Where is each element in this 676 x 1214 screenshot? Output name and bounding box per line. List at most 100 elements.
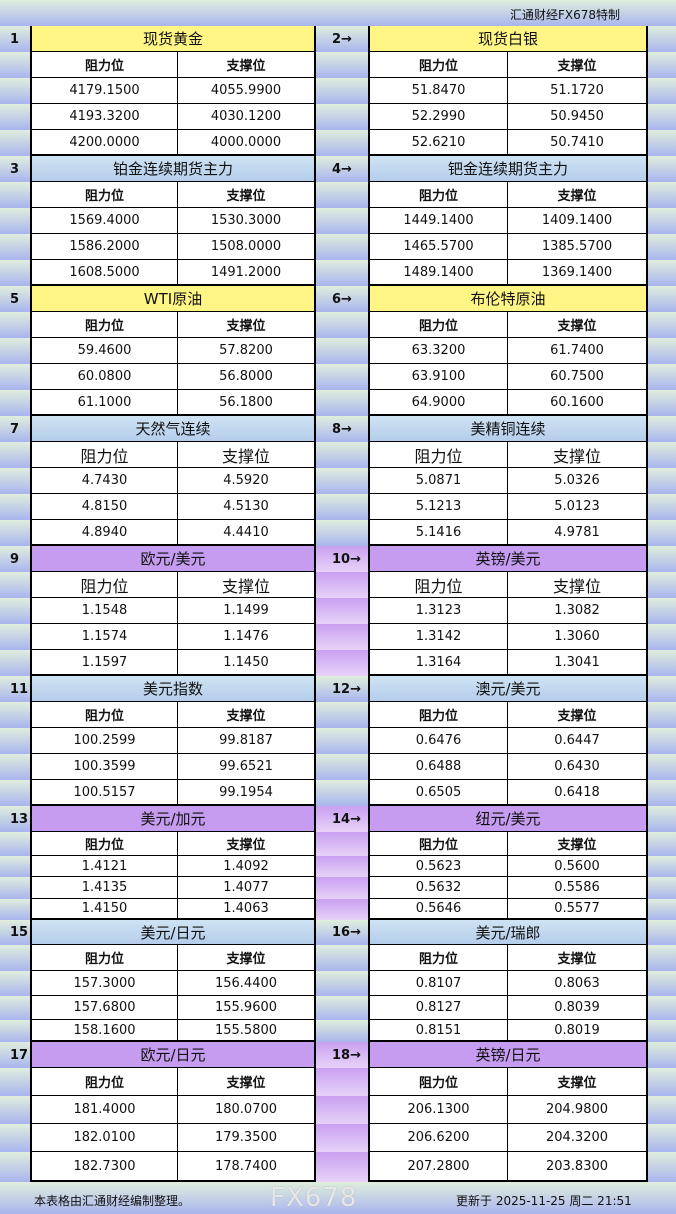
gutter-cell [648,598,676,624]
section-number: 17 [10,1047,29,1063]
quote-table-18: 英镑/日元 阻力位 支撑位 206.1300 204.9800 206.6200 204.3… [368,1042,648,1182]
resistance-value: 1.4150 [32,899,178,920]
resistance-value: 51.8470 [370,78,508,104]
section-number: 2→ [332,31,352,47]
gutter-cell [316,676,368,702]
support-value: 60.1600 [508,390,646,416]
section-title: 美精铜连续 [370,416,646,442]
gutter-cell [316,208,368,234]
resistance-value: 206.6200 [370,1124,508,1152]
support-value: 0.8019 [508,1020,646,1042]
support-value: 1.1499 [178,598,314,624]
support-header: 支撑位 [178,442,314,468]
gutter-cell [0,598,30,624]
support-value: 155.9600 [178,996,314,1020]
resistance-value: 1449.1400 [370,208,508,234]
support-header: 支撑位 [508,52,646,78]
support-value: 155.5800 [178,1020,314,1042]
resistance-value: 64.9000 [370,390,508,416]
support-header: 支撑位 [508,1068,646,1096]
gutter-cell [0,1152,30,1182]
support-value: 180.0700 [178,1096,314,1124]
gutter-cell [0,260,30,286]
gutter-cell [316,1096,368,1124]
gutter-cell [0,899,30,920]
section-title: 铂金连续期货主力 [32,156,314,182]
section-number: 5 [10,291,20,307]
gutter-cell [316,364,368,390]
resistance-value: 182.0100 [32,1124,178,1152]
gutter-cell [0,1068,30,1096]
gutter-cell [316,520,368,546]
gutter-cell [648,286,676,312]
gutter-cell [316,650,368,676]
support-value: 4.4410 [178,520,314,546]
section-title: 现货白银 [370,26,646,52]
gutter-cell [648,156,676,182]
resistance-value: 1.3123 [370,598,508,624]
section-number: 15 [10,925,29,940]
gutter-cell [0,971,30,996]
gutter-cell [0,702,30,728]
resistance-header: 阻力位 [32,702,178,728]
gutter-cell [0,104,30,130]
support-value: 56.8000 [178,364,314,390]
resistance-header: 阻力位 [32,1068,178,1096]
gutter-cell [648,390,676,416]
gutter-cell [316,182,368,208]
section-number: 12→ [332,681,361,697]
support-value: 203.8300 [508,1152,646,1182]
gutter-cell [0,442,30,468]
gutter-cell [316,156,368,182]
gutter-cell [648,364,676,390]
resistance-value: 158.1600 [32,1020,178,1042]
support-header: 支撑位 [508,832,646,856]
resistance-value: 5.1416 [370,520,508,546]
gutter-cell [316,260,368,286]
resistance-value: 63.9100 [370,364,508,390]
resistance-value: 207.2800 [370,1152,508,1182]
support-value: 5.0123 [508,494,646,520]
gutter-cell [316,832,368,856]
watermark-logo: FX678 [270,1183,358,1213]
gutter-cell [0,468,30,494]
support-value: 5.0326 [508,468,646,494]
support-value: 1.4077 [178,877,314,899]
gutter-cell [648,996,676,1020]
resistance-value: 1.3164 [370,650,508,676]
resistance-header: 阻力位 [32,945,178,971]
gutter-cell [316,624,368,650]
resistance-header: 阻力位 [370,832,508,856]
resistance-value: 1.4121 [32,856,178,877]
gutter-cell [316,468,368,494]
support-value: 1.3060 [508,624,646,650]
gutter-cell [0,520,30,546]
gutter-cell [0,806,30,832]
gutter-cell [0,832,30,856]
gutter-cell [0,546,30,572]
section-title: 欧元/日元 [32,1042,314,1068]
section-title: WTI原油 [32,286,314,312]
gutter-cell [648,1020,676,1042]
gutter-cell [316,1068,368,1096]
support-header: 支撑位 [508,572,646,598]
support-header: 支撑位 [178,312,314,338]
section-number: 1 [10,31,20,47]
resistance-value: 1.3142 [370,624,508,650]
gutter-cell [648,130,676,156]
resistance-header: 阻力位 [370,572,508,598]
gutter-cell [648,728,676,754]
support-header: 支撑位 [178,572,314,598]
gutter-cell [648,650,676,676]
gutter-cell [316,234,368,260]
quote-table-10: 英镑/美元 阻力位 支撑位 1.3123 1.3082 1.3142 1.3060 1.316… [368,546,648,676]
resistance-header: 阻力位 [370,1068,508,1096]
gutter-cell [316,728,368,754]
quote-table-14: 纽元/美元 阻力位 支撑位 0.5623 0.5600 0.5632 0.5586 0.564… [368,806,648,920]
gutter-cell [316,130,368,156]
resistance-value: 1.1548 [32,598,178,624]
resistance-value: 1.4135 [32,877,178,899]
support-value: 0.8063 [508,971,646,996]
gutter-cell [0,416,30,442]
gutter-cell [316,338,368,364]
